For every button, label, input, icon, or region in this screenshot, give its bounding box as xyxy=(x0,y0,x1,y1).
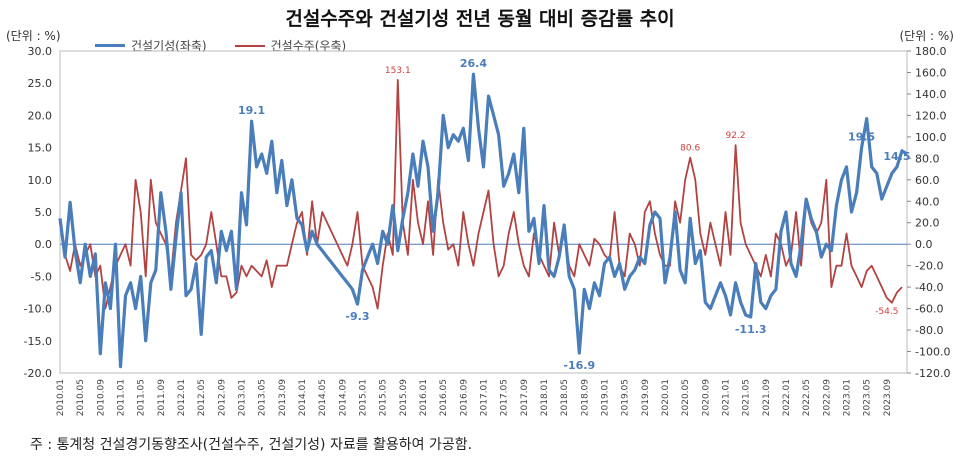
data-label-orders: 92.2 xyxy=(726,131,746,141)
data-label-orders: -54.5 xyxy=(875,307,898,317)
x-tick-label: 2023.01 xyxy=(843,379,853,416)
x-tick-label: 2021.05 xyxy=(742,379,752,416)
x-tick-label: 2022.01 xyxy=(782,379,792,416)
x-tick-label: 2010.01 xyxy=(56,379,66,416)
x-tick-label: 2011.01 xyxy=(117,379,127,416)
x-tick-label: 2021.01 xyxy=(722,379,732,416)
x-tick-label: 2023.09 xyxy=(883,379,893,416)
y-right-tick-label: 120.0 xyxy=(915,109,947,122)
x-tick-label: 2018.01 xyxy=(540,379,550,416)
x-tick-label: 2010.09 xyxy=(96,379,106,416)
data-label-completed: -9.3 xyxy=(345,310,369,323)
y-right-tick-label: 80.0 xyxy=(915,152,940,165)
y-right-tick-label: -20.0 xyxy=(915,260,943,273)
x-tick-label: 2013.01 xyxy=(238,379,248,416)
x-tick-label: 2016.09 xyxy=(459,379,469,416)
legend-item-right-series: 건설수주(우축) xyxy=(234,37,347,54)
y-left-tick-label: 0.0 xyxy=(35,238,53,251)
data-label-completed: 19.1 xyxy=(238,104,265,117)
y-right-tick-label: 20.0 xyxy=(915,217,940,230)
y-right-tick-label: 0.0 xyxy=(915,238,933,251)
x-tick-label: 2015.09 xyxy=(399,379,409,416)
y-right-tick-label: 140.0 xyxy=(915,88,947,101)
data-label-orders: 80.6 xyxy=(680,144,700,154)
x-tick-label: 2012.09 xyxy=(217,379,227,416)
y-left-tick-label: 30.0 xyxy=(28,45,53,58)
series-line-orders xyxy=(59,79,903,310)
y-right-tick-label: -80.0 xyxy=(915,324,943,337)
x-tick-label: 2023.05 xyxy=(863,379,873,416)
x-tick-label: 2019.09 xyxy=(641,379,651,416)
x-tick-label: 2020.09 xyxy=(701,379,711,416)
y-right-tick-label: 180.0 xyxy=(915,45,947,58)
x-tick-label: 2016.01 xyxy=(419,379,429,416)
dual-axis-line-chart: 30.0 25.0 20.0 15.0 10.0 5.0 0.0 -5.0 -10.0 -15.0… xyxy=(24,45,951,416)
x-tick-label: 2018.05 xyxy=(560,379,570,416)
y-right-tick-label: -120.0 xyxy=(915,367,950,380)
x-tick-label: 2013.05 xyxy=(258,379,268,416)
chart-title: 건설수주와 건설기성 전년 동월 대비 증감률 추이 xyxy=(285,8,675,30)
x-tick-label: 2017.09 xyxy=(520,379,530,416)
y-left-tick-label: -10.0 xyxy=(24,303,52,316)
x-tick-label: 2020.05 xyxy=(681,379,691,416)
data-label-completed: 14.5 xyxy=(883,150,910,163)
plot-area xyxy=(59,50,908,374)
data-label-completed: -11.3 xyxy=(735,323,767,336)
series-line-completed-construction xyxy=(58,72,908,369)
y-left-tick-label: -15.0 xyxy=(24,335,52,348)
data-label-completed: -16.9 xyxy=(563,359,595,372)
y-left-tick-label: 5.0 xyxy=(35,206,53,219)
x-tick-label: 2010.05 xyxy=(76,379,86,416)
x-tick-label: 2019.05 xyxy=(621,379,631,416)
data-label-completed: 26.4 xyxy=(460,57,487,70)
legend-item-left-series: 건설기성(좌축) xyxy=(95,37,207,54)
y-right-tick-label: 160.0 xyxy=(915,66,947,79)
data-label-completed: 19.5 xyxy=(848,131,875,144)
x-tick-label: 2017.01 xyxy=(480,379,490,416)
x-tick-label: 2022.09 xyxy=(822,379,832,416)
x-tick-label: 2014.05 xyxy=(318,379,328,416)
y-right-tick-label: -100.0 xyxy=(915,346,950,359)
x-tick-label: 2021.09 xyxy=(762,379,772,416)
x-tick-label: 2012.05 xyxy=(197,379,207,416)
x-tick-label: 2013.09 xyxy=(278,379,288,416)
legend-swatch-left xyxy=(95,44,125,47)
x-tick-label: 2011.05 xyxy=(137,379,147,416)
y-left-tick-label: 25.0 xyxy=(28,77,53,90)
y-left-tick-label: -5.0 xyxy=(31,270,52,283)
left-axis-unit: (단위 : %) xyxy=(6,29,61,43)
legend-label-right: 건설수주(우축) xyxy=(270,39,347,53)
legend: 건설기성(좌축) 건설수주(우축) xyxy=(95,37,374,54)
x-tick-label: 2011.09 xyxy=(157,379,167,416)
y-left-tick-label: -20.0 xyxy=(24,367,52,380)
footnote: 주 : 통계청 건설경기동향조사(건설수주, 건설기성) 자료를 활용하여 가공… xyxy=(30,437,473,453)
y-left-tick-label: 10.0 xyxy=(28,174,53,187)
x-tick-label: 2020.01 xyxy=(661,379,671,416)
x-tick-label: 2012.01 xyxy=(177,379,187,416)
y-left-tick-label: 20.0 xyxy=(28,109,53,122)
x-tick-label: 2016.05 xyxy=(439,379,449,416)
x-tick-label: 2014.01 xyxy=(298,379,308,416)
x-tick-label: 2015.01 xyxy=(359,379,369,416)
y-right-tick-label: 60.0 xyxy=(915,174,940,187)
x-tick-label: 2022.05 xyxy=(802,379,812,416)
y-right-tick-label: -40.0 xyxy=(915,281,943,294)
x-tick-label: 2019.01 xyxy=(601,379,611,416)
y-right-tick-label: -60.0 xyxy=(915,303,943,316)
x-tick-label: 2015.05 xyxy=(379,379,389,416)
legend-label-left: 건설기성(좌축) xyxy=(131,39,207,53)
x-tick-label: 2014.09 xyxy=(338,379,348,416)
y-right-tick-label: 100.0 xyxy=(915,131,947,144)
x-tick-label: 2018.09 xyxy=(580,379,590,416)
y-right-tick-label: 40.0 xyxy=(915,195,940,208)
y-left-tick-label: 15.0 xyxy=(28,142,53,155)
x-tick-label: 2017.05 xyxy=(500,379,510,416)
data-label-orders: 153.1 xyxy=(385,66,411,76)
right-axis-unit: (단위 : %) xyxy=(899,29,954,43)
legend-swatch-right xyxy=(234,44,265,47)
